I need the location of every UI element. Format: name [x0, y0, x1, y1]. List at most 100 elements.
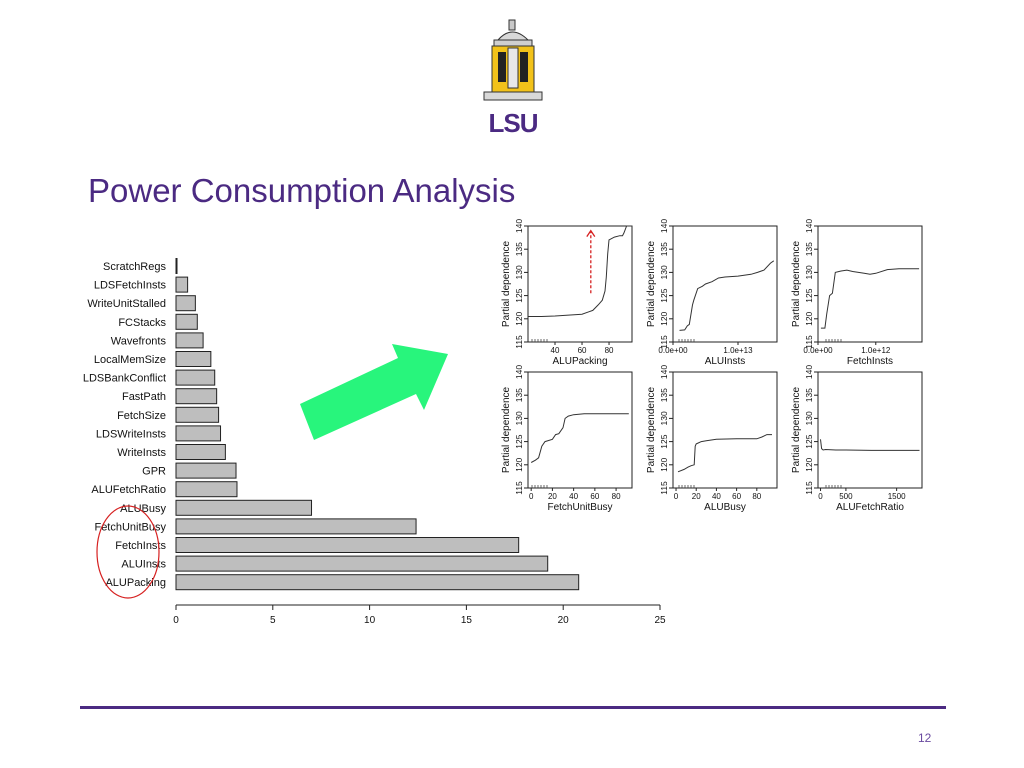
y-tick-label: 130 — [804, 411, 814, 425]
x-tick-label: 80 — [605, 346, 614, 355]
bar-category-label: LDSFetchInsts — [94, 280, 167, 292]
x-tick-label: 0.0e+00 — [803, 346, 833, 355]
y-tick-label: 135 — [659, 242, 669, 256]
y-axis-label: Partial dependence — [646, 386, 657, 473]
plot-frame — [527, 371, 633, 489]
bar-category-label: FetchUnitBusy — [94, 521, 166, 533]
y-tick-label: 125 — [659, 288, 669, 302]
y-tick-label: 135 — [514, 388, 524, 402]
partial-dependence-line — [820, 439, 920, 451]
x-axis-label: FetchInsts — [847, 356, 893, 367]
bar — [175, 425, 222, 442]
y-tick-label: 125 — [804, 288, 814, 302]
bar-category-label: WriteUnitStalled — [87, 298, 166, 310]
plot-frame — [817, 225, 923, 343]
bar — [175, 574, 580, 591]
bar-category-label: Wavefronts — [111, 335, 167, 347]
bar-category-label: GPR — [142, 466, 166, 478]
bar — [175, 332, 204, 349]
bar-category-label: LocalMemSize — [94, 354, 166, 366]
bar — [175, 351, 212, 367]
y-tick-label: 140 — [804, 219, 814, 233]
x-tick-label: 60 — [578, 346, 587, 355]
bar-category-label: FetchInsts — [115, 540, 166, 552]
partial-dependence-line — [530, 413, 629, 463]
x-axis-label: ALUInsts — [705, 356, 746, 367]
bar — [175, 462, 237, 479]
y-axis-label: Partial dependence — [791, 240, 802, 327]
bar — [175, 406, 220, 423]
y-tick-label: 115 — [659, 481, 669, 495]
x-tick-label: 5 — [270, 615, 276, 626]
page-number: 12 — [918, 731, 932, 745]
footer-rule — [80, 706, 946, 709]
x-tick-label: 20 — [548, 492, 557, 501]
y-axis-label: Partial dependence — [501, 240, 512, 327]
bar-category-label: FCStacks — [118, 317, 166, 329]
bar — [175, 276, 189, 293]
x-tick-label: 40 — [551, 346, 560, 355]
partial-dependence-line — [528, 225, 632, 317]
partial-dependence-line — [677, 434, 772, 473]
bar — [175, 499, 313, 516]
x-tick-label: 10 — [364, 615, 376, 626]
y-tick-label: 115 — [514, 481, 524, 495]
y-tick-label: 120 — [804, 457, 814, 471]
highlight-ellipse — [96, 505, 160, 599]
bar — [175, 444, 226, 460]
x-tick-label: 15 — [461, 615, 473, 626]
x-tick-label: 1.0e+13 — [723, 346, 753, 355]
x-tick-label: 0 — [529, 492, 534, 501]
bar — [175, 555, 549, 572]
y-tick-label: 140 — [514, 219, 524, 233]
y-tick-label: 115 — [804, 335, 814, 349]
y-tick-label: 125 — [514, 434, 524, 448]
plot-frame — [817, 371, 923, 489]
plot-frame — [527, 225, 633, 343]
y-tick-label: 125 — [804, 434, 814, 448]
x-tick-label: 60 — [732, 492, 741, 501]
x-axis-label: ALUFetchRatio — [836, 502, 904, 513]
y-axis-label: Partial dependence — [646, 240, 657, 327]
x-tick-label: 80 — [612, 492, 621, 501]
tower-icon — [483, 19, 543, 101]
y-axis-label: Partial dependence — [501, 386, 512, 473]
y-tick-label: 115 — [659, 335, 669, 349]
x-tick-label: 20 — [558, 615, 570, 626]
x-tick-label: 1.0e+12 — [861, 346, 891, 355]
y-tick-label: 135 — [804, 388, 814, 402]
x-tick-label: 80 — [752, 492, 761, 501]
x-tick-label: 0 — [674, 492, 679, 501]
y-axis-label: Partial dependence — [791, 386, 802, 473]
y-tick-label: 140 — [804, 365, 814, 379]
bar-category-label: LDSBankConflict — [83, 373, 166, 385]
y-tick-label: 130 — [659, 265, 669, 279]
y-tick-label: 140 — [514, 365, 524, 379]
y-tick-label: 125 — [659, 434, 669, 448]
x-axis-label: ALUPacking — [552, 356, 607, 367]
x-tick-label: 60 — [590, 492, 599, 501]
y-tick-label: 135 — [514, 242, 524, 256]
slide-title: Power Consumption Analysis — [88, 172, 516, 209]
y-tick-label: 130 — [514, 265, 524, 279]
x-tick-label: 0.0e+00 — [658, 346, 688, 355]
y-tick-label: 120 — [659, 311, 669, 325]
y-tick-label: 130 — [514, 411, 524, 425]
y-tick-label: 140 — [659, 365, 669, 379]
bar — [175, 369, 216, 386]
y-tick-label: 120 — [514, 457, 524, 471]
x-axis-label: FetchUnitBusy — [547, 502, 612, 513]
bars-group: ScratchRegs LDSFetchInsts WriteUnitStalled… — [83, 258, 580, 591]
plot-frame — [672, 371, 778, 489]
x-tick-label: 500 — [839, 492, 853, 501]
partial-dependence-line — [820, 268, 920, 329]
x-tick-label: 20 — [692, 492, 701, 501]
y-tick-label: 135 — [804, 242, 814, 256]
bar-category-label: LDSWriteInsts — [96, 428, 167, 440]
bar-category-label: ALUInsts — [121, 559, 166, 571]
